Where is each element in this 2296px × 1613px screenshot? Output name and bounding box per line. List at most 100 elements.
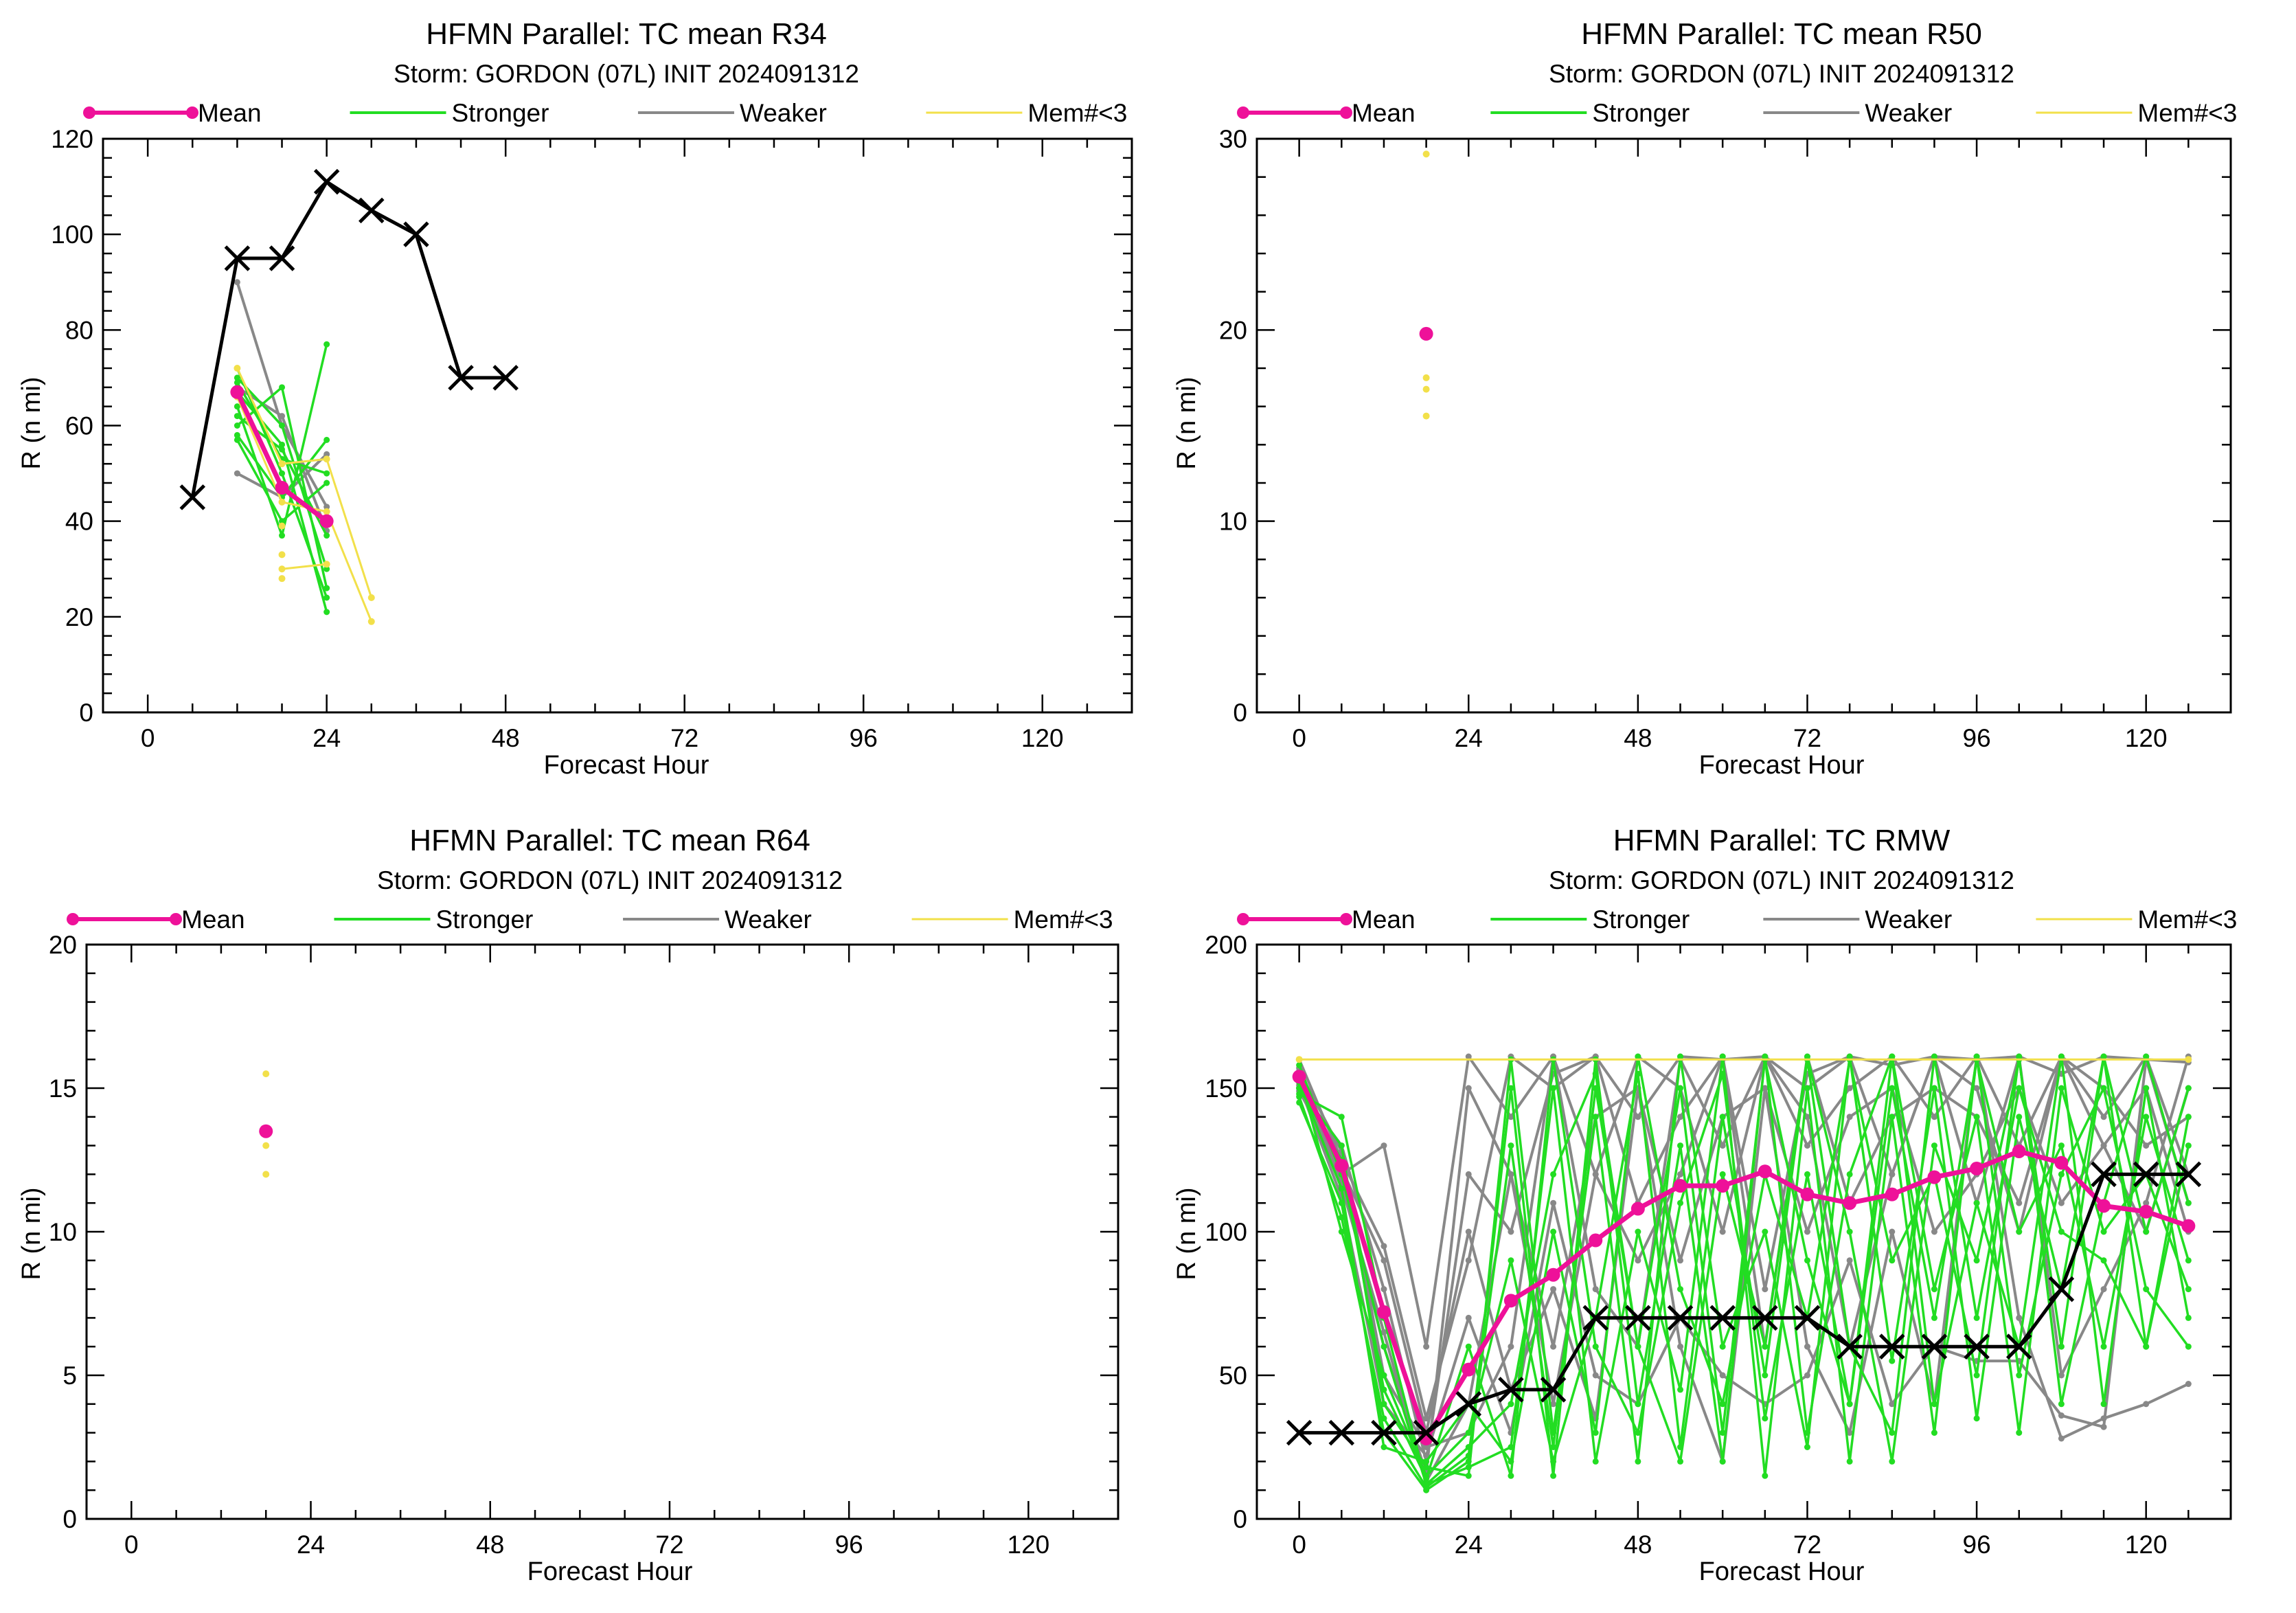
rmw-stronger-point <box>1635 1053 1641 1060</box>
panel-r50-title: HFMN Parallel: TC mean R50 <box>1581 17 1982 51</box>
rmw-mean-point <box>1927 1170 1942 1184</box>
rmw-mean-point <box>1970 1162 1984 1176</box>
r50-legend-label: Mean <box>1352 99 1416 127</box>
rmw-x-tick-label: 72 <box>1793 1531 1821 1559</box>
rmw-stronger-point <box>1762 1415 1769 1422</box>
rmw-stronger-point <box>1804 1085 1810 1092</box>
r50-legend-swatch-dot <box>1237 106 1249 119</box>
rmw-weaker-point <box>2100 1423 2107 1430</box>
rmw-stronger-point <box>1973 1053 1980 1060</box>
rmw-best-track-marker <box>1286 1419 1312 1446</box>
rmw-stronger-point <box>1804 1257 1810 1264</box>
r34-stronger-point <box>279 384 286 391</box>
rmw-stronger-point <box>1338 1214 1345 1221</box>
rmw-best-track-marker <box>1498 1377 1524 1403</box>
rmw-weaker-point <box>1804 1372 1810 1379</box>
panel-r34-legend: Mean Stronger Weaker Mem#<3 <box>83 99 1127 127</box>
r34-legend-label: Weaker <box>740 99 827 127</box>
rmw-stronger-point <box>2143 1053 2150 1060</box>
rmw-weaker-point <box>1804 1343 1810 1350</box>
r34-stronger-point <box>234 403 240 410</box>
rmw-stronger-point <box>1508 1257 1514 1264</box>
r34-mem-lt3-point <box>278 460 286 468</box>
rmw-stronger-point <box>1550 1458 1557 1465</box>
r34-y-tick-label: 100 <box>51 221 93 249</box>
rmw-stronger-point <box>1804 1430 1810 1436</box>
rmw-stronger-point <box>1846 1458 1853 1465</box>
rmw-stronger-point <box>1592 1430 1599 1436</box>
rmw-weaker-point <box>1931 1114 1937 1120</box>
rmw-stronger-point <box>1677 1142 1684 1149</box>
rmw-weaker-point <box>1889 1228 1896 1235</box>
rmw-best-track-marker <box>1752 1305 1778 1331</box>
rmw-weaker-point <box>1677 1343 1684 1350</box>
r64-y-tick-label: 20 <box>49 931 77 959</box>
rmw-stronger-point <box>1973 1314 1980 1321</box>
rmw-stronger-point <box>1846 1171 1853 1177</box>
rmw-stronger-point <box>1338 1142 1345 1149</box>
rmw-stronger-point <box>1635 1401 1641 1408</box>
r34-best-track-marker <box>403 221 429 247</box>
rmw-weaker-point <box>1677 1171 1684 1177</box>
r64-legend-label: Mem#<3 <box>1014 905 1113 934</box>
r34-mem-lt3-point <box>278 551 286 559</box>
r34-stronger-point <box>323 585 330 591</box>
rmw-stronger-point <box>2100 1343 2107 1350</box>
rmw-best-track-marker <box>1625 1305 1651 1331</box>
rmw-weaker-point <box>2100 1114 2107 1120</box>
rmw-stronger-point <box>1465 1452 1472 1459</box>
rmw-stronger-point <box>1719 1171 1726 1177</box>
r50-mem-lt3-point <box>1422 374 1430 381</box>
rmw-stronger-point <box>2100 1228 2107 1235</box>
rmw-stronger-point <box>1635 1458 1641 1465</box>
rmw-stronger-point <box>1762 1343 1769 1350</box>
r34-best-track-marker <box>359 197 385 224</box>
rmw-stronger-point <box>1719 1343 1726 1350</box>
r64-legend-label: Mean <box>181 905 245 934</box>
r34-stronger-point <box>323 609 330 616</box>
rmw-stronger-point <box>2016 1085 2023 1092</box>
rmw-stronger-point <box>2185 1142 2192 1149</box>
rmw-stronger-point <box>1465 1343 1472 1350</box>
rmw-weaker-point <box>1465 1257 1472 1264</box>
r34-best-track-marker <box>448 365 474 391</box>
r34-x-tick-label: 48 <box>492 724 520 752</box>
r34-stronger-point <box>323 594 330 601</box>
r50-y-tick-label: 0 <box>1233 699 1247 727</box>
rmw-weaker-point <box>1550 1286 1557 1293</box>
rmw-best-track-marker <box>1794 1305 1821 1331</box>
r50-mem-lt3-point <box>1422 412 1430 420</box>
r64-plot-frame <box>85 943 1119 1520</box>
rmw-stronger-point <box>1804 1053 1810 1060</box>
rmw-weaker-point <box>1846 1085 1853 1092</box>
rmw-best-track-line <box>1299 1172 2189 1435</box>
r34-weaker-point <box>234 279 240 286</box>
rmw-x-tick-label: 96 <box>1963 1531 1991 1559</box>
r34-y-tick-label: 80 <box>65 316 93 344</box>
panel-r34-subtitle: Storm: GORDON (07L) INIT 2024091312 <box>394 60 859 88</box>
rmw-weaker-point <box>2100 1142 2107 1149</box>
r34-y-tick-label: 120 <box>51 125 93 153</box>
rmw-weaker-point <box>1465 1085 1472 1092</box>
rmw-weaker-point <box>1677 1114 1684 1120</box>
r64-legend-swatch-dot <box>67 913 79 925</box>
rmw-stronger-point <box>1719 1401 1726 1408</box>
rmw-stronger-point <box>1889 1357 1896 1364</box>
r34-x-tick-label: 120 <box>1021 724 1064 752</box>
rmw-stronger-point <box>2143 1114 2150 1120</box>
rmw-weaker-point <box>1804 1114 1810 1120</box>
r34-weaker-point <box>323 451 330 458</box>
rmw-mean-point <box>1589 1233 1603 1248</box>
rmw-weaker-point <box>1804 1142 1810 1149</box>
r34-mem-lt3-point <box>367 618 375 625</box>
rmw-weaker-point <box>1719 1372 1726 1379</box>
rmw-stronger-point <box>1931 1286 1937 1293</box>
rmw-best-track-marker <box>1582 1305 1609 1331</box>
rmw-best-track-marker <box>1328 1419 1355 1446</box>
rmw-stronger-point <box>1338 1185 1345 1192</box>
r34-mem-lt3-line <box>282 563 327 570</box>
r34-mem-lt3-point <box>278 522 286 530</box>
r34-mem-lt3-point <box>323 561 330 568</box>
r34-x-tick-label: 0 <box>141 724 155 752</box>
